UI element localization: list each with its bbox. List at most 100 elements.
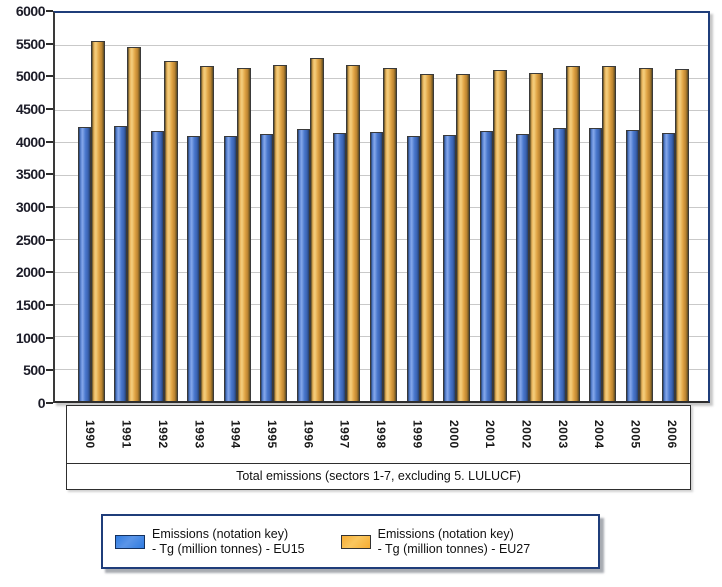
legend-label-eu27: Emissions (notation key) - Tg (million to… [377,526,531,556]
year-slot-1991: 1991 [108,406,144,463]
x-axis-label-2000: 2000 [446,420,461,449]
bar-eu15-2003 [552,128,566,401]
bar-eu15-1993 [187,136,201,401]
bar-eu27-1990 [90,41,105,401]
y-axis-tick-2000 [46,271,53,274]
year-slot-1990: 1990 [72,406,108,463]
x-axis-label-2001: 2001 [483,420,498,449]
year-slot-2000: 2000 [436,406,472,463]
bar-group-2005 [621,13,658,401]
y-axis-label-5000: 5000 [15,68,46,85]
y-axis-label-6000: 6000 [15,3,46,19]
bar-group-1998 [365,13,402,401]
x-axis-title: Total emissions (sectors 1-7, excluding … [236,469,521,483]
y-axis-tick-1000 [46,336,53,339]
bar-eu27-2002 [529,72,544,401]
bar-group-2002 [511,13,548,401]
x-axis-title-box: Total emissions (sectors 1-7, excluding … [66,463,691,490]
y-axis-tick-2500 [46,238,53,241]
year-slot-1995: 1995 [254,406,290,463]
bar-eu27-2004 [602,66,617,401]
x-axis-label-1993: 1993 [192,420,207,449]
bar-group-2004 [584,13,621,401]
plot-area [53,11,710,403]
x-axis-label-1991: 1991 [119,420,134,449]
year-slot-1993: 1993 [181,406,217,463]
bar-eu15-1997 [333,133,347,401]
year-slot-2002: 2002 [508,406,544,463]
y-axis-tick-3000 [46,206,53,208]
gridline-4500 [55,110,708,111]
gridline-5000 [55,77,708,79]
bar-eu15-2002 [516,134,530,401]
x-axis-label-1995: 1995 [264,420,279,449]
bar-group-1995 [256,13,293,401]
bar-eu27-2000 [456,74,471,401]
x-axis-label-2006: 2006 [664,420,679,449]
y-axis-tick-6000 [46,10,53,12]
year-slot-1992: 1992 [145,406,181,463]
year-slot-1998: 1998 [363,406,399,463]
bar-group-1992 [146,13,183,401]
year-slot-1999: 1999 [399,406,435,463]
bar-eu15-2001 [479,131,493,401]
bar-eu15-2006 [662,132,676,401]
x-axis-label-2004: 2004 [592,420,607,449]
bar-group-1990 [73,13,110,401]
bar-group-2003 [548,13,585,401]
bar-eu15-1995 [260,134,274,401]
year-slot-2001: 2001 [472,406,508,463]
y-axis-label-4000: 4000 [15,133,46,150]
bar-eu27-1992 [163,60,178,401]
y-axis-tick-0 [46,402,53,404]
bar-eu27-1999 [419,74,434,401]
year-slot-1994: 1994 [217,406,253,463]
y-axis-label-1000: 1000 [15,329,46,346]
y-axis-label-2500: 2500 [15,231,46,248]
bar-eu15-1999 [406,135,420,401]
bar-eu27-1997 [346,65,361,401]
x-axis-label-1996: 1996 [301,420,316,449]
bar-eu27-2006 [675,68,690,401]
legend: Emissions (notation key) - Tg (million to… [101,514,600,569]
bar-group-2001 [475,13,512,401]
y-axis-label-3500: 3500 [15,166,46,183]
x-axis-years-box: 1990 1991 1992 1993 1994 1995 1996 1997 1998 1999… [66,405,691,464]
y-axis-tick-4000 [46,140,53,143]
bar-eu27-1998 [383,67,398,401]
legend-swatch-eu15 [115,534,145,549]
bar-group-1996 [292,13,329,401]
bar-eu15-2004 [589,127,603,401]
gridline-5500 [55,45,708,47]
bar-group-1997 [329,13,366,401]
y-axis-label-4500: 4500 [15,101,46,117]
bar-eu15-1992 [150,131,164,401]
x-axis-label-1992: 1992 [155,420,170,449]
y-axis-tick-3500 [46,173,53,176]
legend-swatch-eu27 [340,534,371,549]
bar-eu27-1996 [309,58,324,401]
bar-group-2006 [658,13,695,401]
x-axis-label-2002: 2002 [519,420,534,449]
y-axis-label-3000: 3000 [15,199,46,215]
bar-group-1994 [219,13,256,401]
x-axis-label-2003: 2003 [555,420,570,449]
year-slot-2006: 2006 [654,406,690,463]
bar-eu15-2005 [625,130,639,401]
year-slot-2005: 2005 [617,406,653,463]
bar-group-2000 [438,13,475,401]
y-axis-tick-1500 [46,304,53,306]
y-axis-tick-5000 [46,75,53,78]
x-axis-label-1997: 1997 [337,420,352,449]
bar-eu27-1995 [273,64,288,401]
year-slot-1996: 1996 [290,406,326,463]
x-axis-label-1990: 1990 [83,420,98,449]
x-axis-label-2005: 2005 [628,420,643,449]
bar-eu27-1991 [127,46,142,401]
y-axis-tick-5500 [46,42,53,45]
y-axis-tick-500 [46,369,53,372]
x-axis-label-1998: 1998 [374,420,389,449]
year-slot-2004: 2004 [581,406,617,463]
bar-eu27-2005 [638,67,653,401]
